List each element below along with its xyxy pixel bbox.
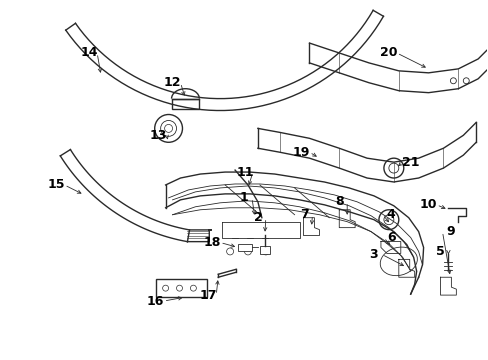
Text: 20: 20 [379,46,397,59]
Circle shape [378,210,398,230]
FancyBboxPatch shape [171,99,199,109]
Text: 4: 4 [386,208,394,221]
Circle shape [176,285,182,291]
Circle shape [462,78,468,84]
Text: 9: 9 [445,225,454,238]
Text: 16: 16 [147,294,164,307]
FancyBboxPatch shape [259,247,269,255]
Circle shape [383,215,393,225]
Text: 19: 19 [292,146,309,159]
Text: 2: 2 [253,211,262,224]
Text: 8: 8 [334,195,343,208]
Text: 17: 17 [199,289,217,302]
Text: 15: 15 [48,179,65,192]
Text: 10: 10 [419,198,436,211]
Circle shape [154,114,182,142]
Text: 3: 3 [369,248,378,261]
Text: 5: 5 [435,245,444,258]
Circle shape [226,248,233,255]
FancyBboxPatch shape [238,243,251,251]
Text: 18: 18 [203,236,221,249]
Text: 12: 12 [163,76,181,89]
Text: 11: 11 [236,166,253,179]
Text: 14: 14 [81,46,98,59]
Text: 21: 21 [401,156,419,168]
Circle shape [161,121,176,136]
Ellipse shape [380,247,417,276]
Text: 6: 6 [387,231,395,244]
Text: 1: 1 [239,192,248,204]
Text: 7: 7 [300,208,308,221]
Circle shape [449,78,455,84]
Circle shape [190,285,196,291]
Circle shape [262,248,269,255]
Circle shape [383,158,403,178]
Circle shape [163,285,168,291]
Circle shape [164,125,172,132]
Circle shape [388,163,398,173]
Circle shape [244,248,251,255]
FancyBboxPatch shape [155,279,207,297]
Text: 13: 13 [150,129,167,142]
